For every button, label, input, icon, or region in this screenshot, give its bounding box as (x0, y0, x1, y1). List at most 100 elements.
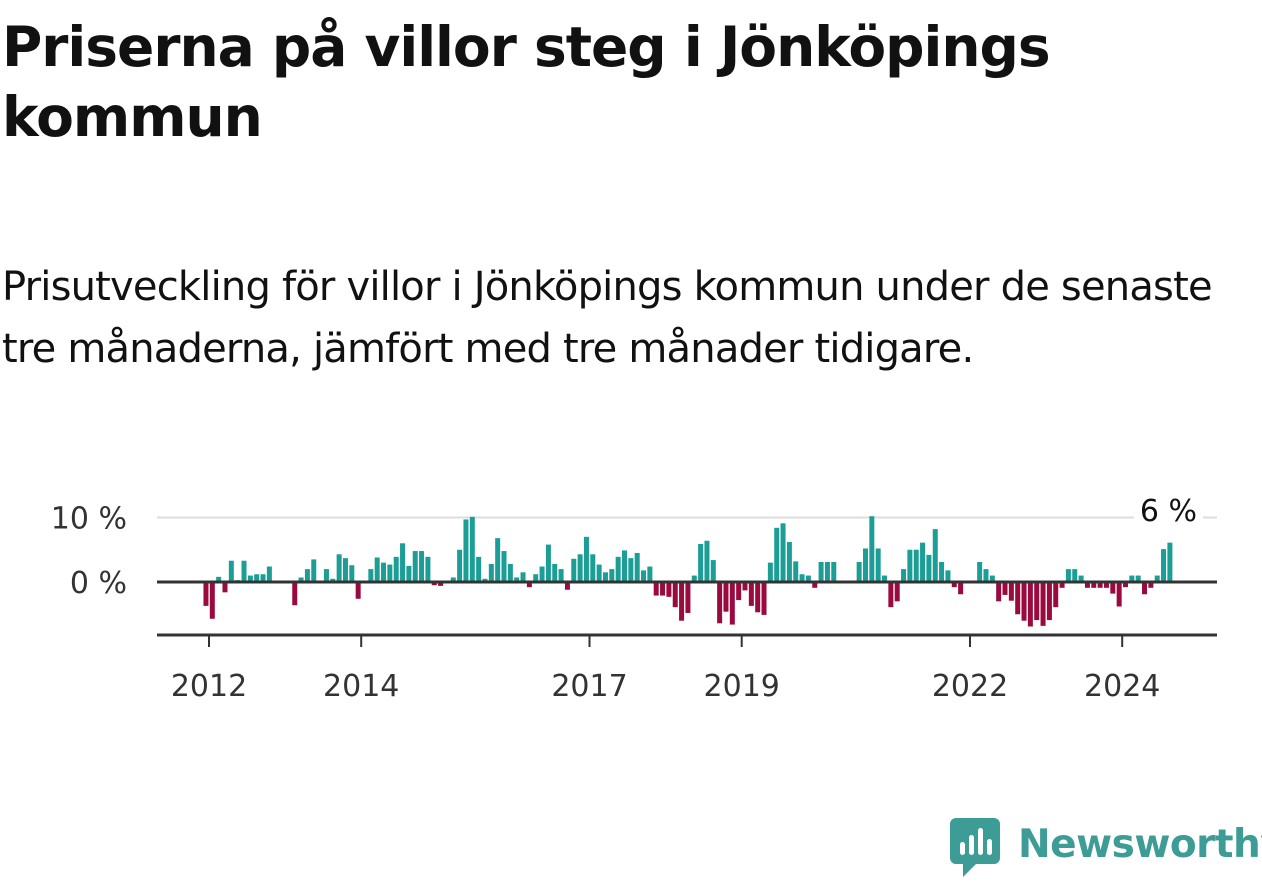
bar (1161, 549, 1167, 582)
bar (996, 582, 1002, 602)
bar (533, 574, 539, 582)
bar (805, 575, 811, 582)
bar (660, 582, 666, 596)
bar (1015, 582, 1021, 615)
bar (222, 582, 228, 593)
bar (476, 556, 482, 582)
bar (1103, 582, 1109, 588)
bar (520, 572, 526, 582)
bar (913, 549, 919, 582)
bar (260, 574, 266, 582)
bar (793, 561, 799, 582)
bar (1078, 575, 1084, 582)
bar (767, 562, 773, 582)
bar (1129, 575, 1135, 582)
bar (311, 559, 317, 582)
bar (926, 554, 932, 582)
bar (939, 562, 945, 582)
bar (717, 582, 723, 624)
bar (1059, 582, 1065, 588)
bar (774, 527, 780, 582)
bar (1084, 582, 1090, 588)
bar (989, 575, 995, 582)
bar (1135, 575, 1141, 582)
bar (590, 554, 596, 582)
bar (977, 562, 983, 582)
bar (622, 550, 628, 582)
bar (1034, 582, 1040, 621)
bar (615, 556, 621, 582)
bar (634, 552, 640, 582)
y-tick-label-0: 0 % (70, 566, 127, 601)
bar (1097, 582, 1103, 588)
bar (342, 558, 348, 582)
bar (564, 582, 570, 590)
bar (748, 582, 754, 606)
bar (1040, 582, 1046, 626)
bar (330, 578, 336, 582)
bar (723, 582, 729, 612)
bar (1008, 582, 1014, 601)
bar (228, 560, 234, 582)
bar (742, 582, 748, 591)
latest-value-label: 6 % (1140, 494, 1197, 529)
bar (856, 562, 862, 582)
bar (1027, 582, 1033, 627)
bar (501, 551, 507, 582)
bar (374, 557, 380, 582)
bar (381, 562, 387, 582)
bar (907, 549, 913, 582)
bar (254, 574, 260, 582)
bar (368, 569, 374, 582)
x-tick-label-2012: 2012 (171, 669, 247, 704)
bar (469, 516, 475, 582)
chart-subtitle: Prisutveckling för villor i Jönköpings k… (2, 264, 1213, 372)
bar (457, 549, 463, 582)
newsworthy-logo-icon (950, 818, 1000, 877)
bar (431, 582, 437, 586)
bar (203, 582, 209, 606)
bar (355, 582, 361, 599)
bar (1148, 582, 1154, 588)
bar (419, 551, 425, 582)
bar (704, 540, 710, 582)
bar (679, 582, 685, 621)
y-axis-ticks: 0 % 10 % (51, 502, 127, 602)
bar (875, 548, 881, 582)
x-axis: 2012 2014 2017 2019 2022 2024 (157, 633, 1217, 704)
bar (888, 582, 894, 608)
bar (304, 569, 310, 582)
bar (818, 562, 824, 582)
bar (736, 582, 742, 601)
bar (869, 516, 875, 582)
bar (672, 582, 678, 608)
bar (577, 554, 583, 582)
bars (157, 516, 1217, 627)
bar (488, 563, 494, 582)
bar (983, 569, 989, 582)
bar (247, 575, 253, 582)
bar (831, 562, 837, 582)
bar (482, 578, 488, 582)
bar (653, 582, 659, 596)
bar (799, 574, 805, 582)
bar (1123, 582, 1128, 588)
bar (1116, 582, 1122, 607)
bar (1154, 575, 1160, 582)
bar (336, 554, 342, 582)
y-tick-label-10: 10 % (51, 502, 127, 537)
bar (438, 582, 444, 586)
bar (920, 542, 926, 582)
bar (552, 563, 558, 582)
bar (463, 519, 469, 582)
bar (1072, 569, 1078, 582)
bar (685, 582, 691, 613)
bar (393, 556, 399, 582)
bar (507, 563, 513, 582)
bar (292, 582, 298, 606)
bar (266, 566, 272, 582)
bar (666, 582, 672, 597)
bar (241, 560, 247, 582)
bar (882, 575, 888, 582)
bar (958, 582, 964, 595)
